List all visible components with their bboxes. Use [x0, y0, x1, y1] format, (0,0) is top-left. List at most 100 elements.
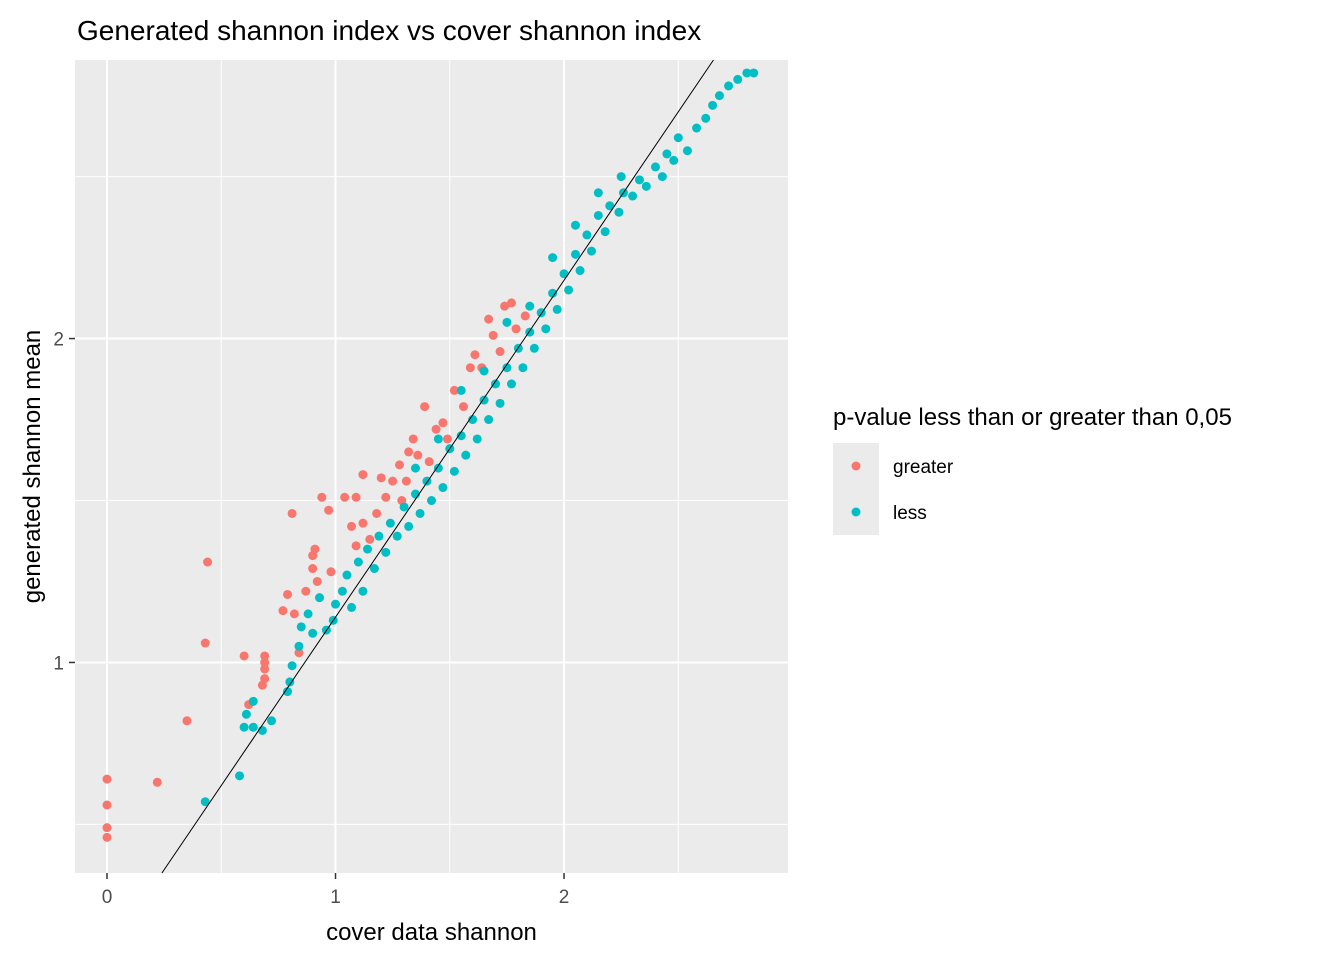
point-less — [502, 363, 512, 373]
point-less — [582, 230, 592, 240]
point-greater — [388, 476, 398, 486]
plot-panel — [75, 60, 788, 873]
point-greater — [102, 774, 112, 784]
point-greater — [310, 544, 320, 554]
point-less — [456, 385, 466, 395]
point-greater — [438, 418, 448, 428]
point-less — [315, 593, 325, 603]
legend-label-less: less — [893, 503, 927, 524]
point-less — [749, 68, 759, 78]
point-greater — [260, 657, 270, 667]
point-less — [363, 544, 373, 554]
point-greater — [404, 447, 414, 457]
point-less — [353, 557, 363, 567]
y-axis-ticks: 12 — [53, 330, 75, 674]
point-less — [552, 304, 562, 314]
point-less — [714, 91, 724, 101]
point-greater — [340, 492, 350, 502]
point-less — [331, 599, 341, 609]
point-greater — [102, 832, 112, 842]
point-less — [399, 502, 409, 512]
point-greater — [200, 638, 210, 648]
point-less — [385, 518, 395, 528]
point-greater — [324, 505, 334, 515]
grid-major — [75, 60, 788, 873]
point-greater — [520, 311, 530, 321]
point-greater — [495, 347, 505, 357]
point-greater — [102, 800, 112, 810]
point-less — [564, 285, 574, 295]
point-greater — [488, 330, 498, 340]
point-greater — [351, 492, 361, 502]
point-less — [308, 628, 318, 638]
x-axis-ticks: 0 1 2 — [102, 873, 570, 908]
point-less — [506, 379, 516, 389]
point-less — [438, 483, 448, 493]
point-less — [433, 463, 443, 473]
point-less — [548, 288, 558, 298]
point-less — [404, 521, 414, 531]
point-greater — [372, 508, 382, 518]
point-less — [495, 398, 505, 408]
point-less — [248, 696, 258, 706]
point-greater — [317, 492, 327, 502]
point-less — [294, 641, 304, 651]
point-less — [701, 113, 711, 123]
point-less — [303, 609, 313, 619]
x-tick-label: 2 — [559, 887, 570, 908]
point-less — [525, 301, 535, 311]
point-less — [461, 450, 471, 460]
point-greater — [260, 651, 270, 661]
point-greater — [347, 521, 357, 531]
point-less — [518, 363, 528, 373]
point-less — [257, 725, 267, 735]
point-greater — [376, 473, 386, 483]
legend-label-greater: greater — [893, 457, 954, 478]
point-less — [600, 227, 610, 237]
point-less — [657, 172, 667, 182]
point-greater — [401, 476, 411, 486]
point-less — [358, 586, 368, 596]
point-less — [287, 661, 297, 671]
y-tick-label: 1 — [53, 653, 64, 674]
point-less — [669, 155, 679, 165]
point-greater — [511, 324, 521, 334]
legend-swatch-greater — [851, 461, 861, 471]
point-greater — [465, 363, 475, 373]
point-less — [374, 531, 384, 541]
point-less — [692, 123, 702, 133]
point-greater — [381, 492, 391, 502]
point-less — [570, 220, 580, 230]
point-greater — [442, 434, 452, 444]
point-less — [593, 188, 603, 198]
legend: p-value less than or greater than 0,05 g… — [833, 404, 1232, 535]
point-less — [559, 269, 569, 279]
point-greater — [484, 314, 494, 324]
x-tick-label: 1 — [330, 887, 341, 908]
point-less — [235, 771, 245, 781]
legend-swatch-less — [851, 507, 861, 517]
legend-title: p-value less than or greater than 0,05 — [833, 404, 1232, 431]
point-greater — [358, 470, 368, 480]
point-less — [529, 343, 539, 353]
point-less — [468, 415, 478, 425]
point-less — [575, 266, 585, 276]
point-less — [472, 434, 482, 444]
point-greater — [312, 576, 322, 586]
point-greater — [278, 606, 288, 616]
point-less — [673, 133, 683, 143]
point-greater — [294, 648, 304, 658]
x-axis-title: cover data shannon — [326, 919, 537, 946]
point-less — [641, 181, 651, 191]
point-less — [708, 100, 718, 110]
point-less — [634, 175, 644, 185]
point-greater — [287, 508, 297, 518]
point-greater — [326, 567, 336, 577]
point-less — [267, 716, 277, 726]
legend-items: greater less — [833, 443, 954, 535]
point-less — [502, 317, 512, 327]
chart-title: Generated shannon index vs cover shannon… — [77, 15, 701, 46]
point-less — [347, 602, 357, 612]
point-greater — [449, 385, 459, 395]
y-tick-label: 2 — [53, 330, 64, 351]
